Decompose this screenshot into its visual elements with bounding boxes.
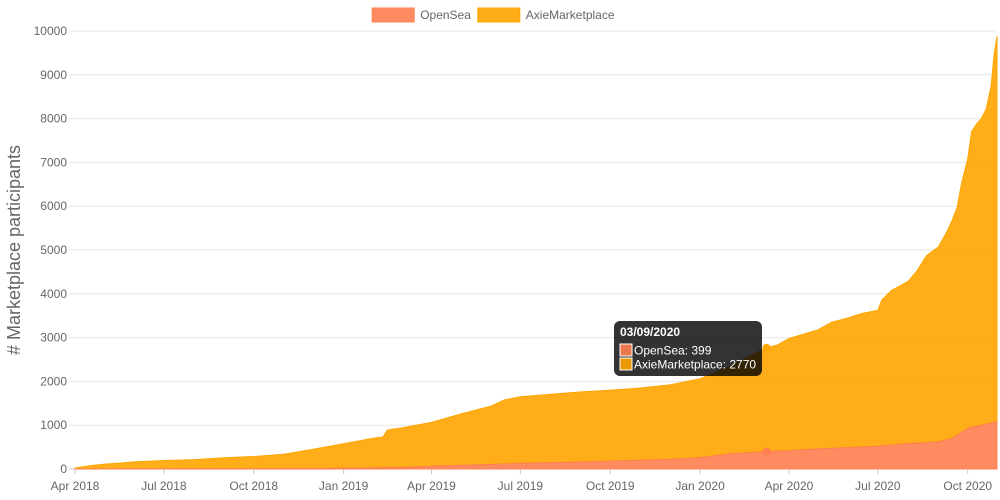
y-axis-ticks: 0 1000 2000 3000 4000 5000 6000 7000 8000 9000 100… (34, 24, 68, 476)
tooltip-title: 03/09/2020 (620, 325, 680, 339)
x-tick-label: Oct 2020 (943, 479, 992, 493)
y-tick-label: 0 (60, 462, 67, 476)
x-tick-label: Apr 2019 (407, 479, 456, 493)
tooltip-swatch-opensea (619, 343, 633, 357)
x-axis-ticks: Apr 2018 Jul 2018 Oct 2018 Jan 2019 Apr 2019… (51, 469, 992, 493)
x-tick-label: Jan 2019 (319, 479, 369, 493)
area-axiemarketplace (74, 36, 998, 470)
y-tick-label: 2000 (40, 374, 67, 388)
y-tick-label: 5000 (40, 243, 67, 257)
tooltip-box (614, 321, 762, 376)
hover-point-opensea (762, 447, 771, 456)
gridlines (69, 30, 997, 470)
y-tick-label: 6000 (40, 199, 67, 213)
legend-swatch-axiemarketplace (477, 7, 521, 23)
y-tick-label: 7000 (40, 155, 67, 169)
tooltip-item-opensea: OpenSea: 399 (634, 344, 712, 358)
hover-point-axiemarketplace (762, 343, 771, 352)
y-tick-label: 10000 (34, 24, 68, 38)
legend-swatch-opensea (371, 7, 415, 23)
x-tick-label: Apr 2020 (765, 479, 814, 493)
y-axis-title: # Marketplace participants (4, 145, 24, 355)
tooltip-item-axiemarketplace: AxieMarketplace: 2770 (634, 358, 756, 372)
legend-label-axiemarketplace: AxieMarketplace (526, 8, 615, 22)
y-tick-label: 9000 (40, 68, 67, 82)
legend[interactable]: OpenSea AxieMarketplace (371, 7, 615, 23)
x-tick-label: Jan 2020 (675, 479, 725, 493)
x-tick-label: Jul 2019 (498, 479, 544, 493)
y-tick-label: 4000 (40, 287, 67, 301)
tooltip-swatch-axiemarketplace (619, 357, 633, 371)
y-tick-label: 1000 (40, 418, 67, 432)
x-tick-label: Oct 2019 (586, 479, 635, 493)
x-tick-label: Jul 2018 (141, 479, 187, 493)
legend-label-opensea: OpenSea (420, 8, 471, 22)
y-tick-label: 3000 (40, 331, 67, 345)
x-tick-label: Oct 2018 (229, 479, 278, 493)
area-series[interactable] (74, 36, 998, 470)
x-tick-label: Jul 2020 (855, 479, 901, 493)
x-tick-label: Apr 2018 (51, 479, 100, 493)
area-opensea (75, 421, 998, 470)
y-tick-label: 8000 (40, 112, 67, 126)
hover-points (762, 343, 771, 456)
